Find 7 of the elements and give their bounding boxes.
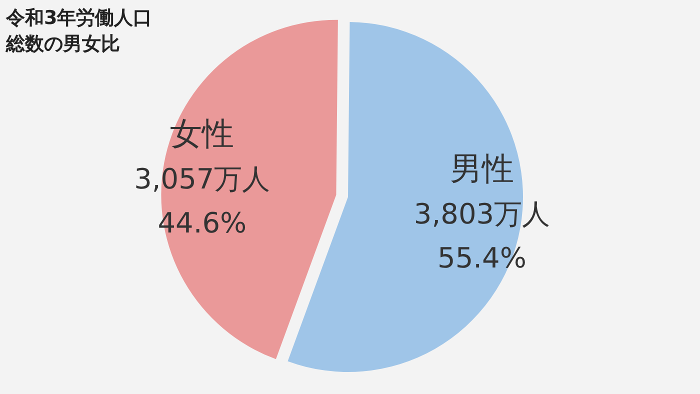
chart-title: 令和3年労働人口総数の男女比 <box>5 7 152 55</box>
slice-label: 男性 <box>450 149 514 188</box>
data-label: 3,057万人 <box>134 162 270 196</box>
data-label: 3,803万人 <box>414 197 550 230</box>
text: 44.6% <box>158 206 247 240</box>
slice-label: 女性 <box>170 114 234 152</box>
text: 55.4% <box>438 241 526 274</box>
